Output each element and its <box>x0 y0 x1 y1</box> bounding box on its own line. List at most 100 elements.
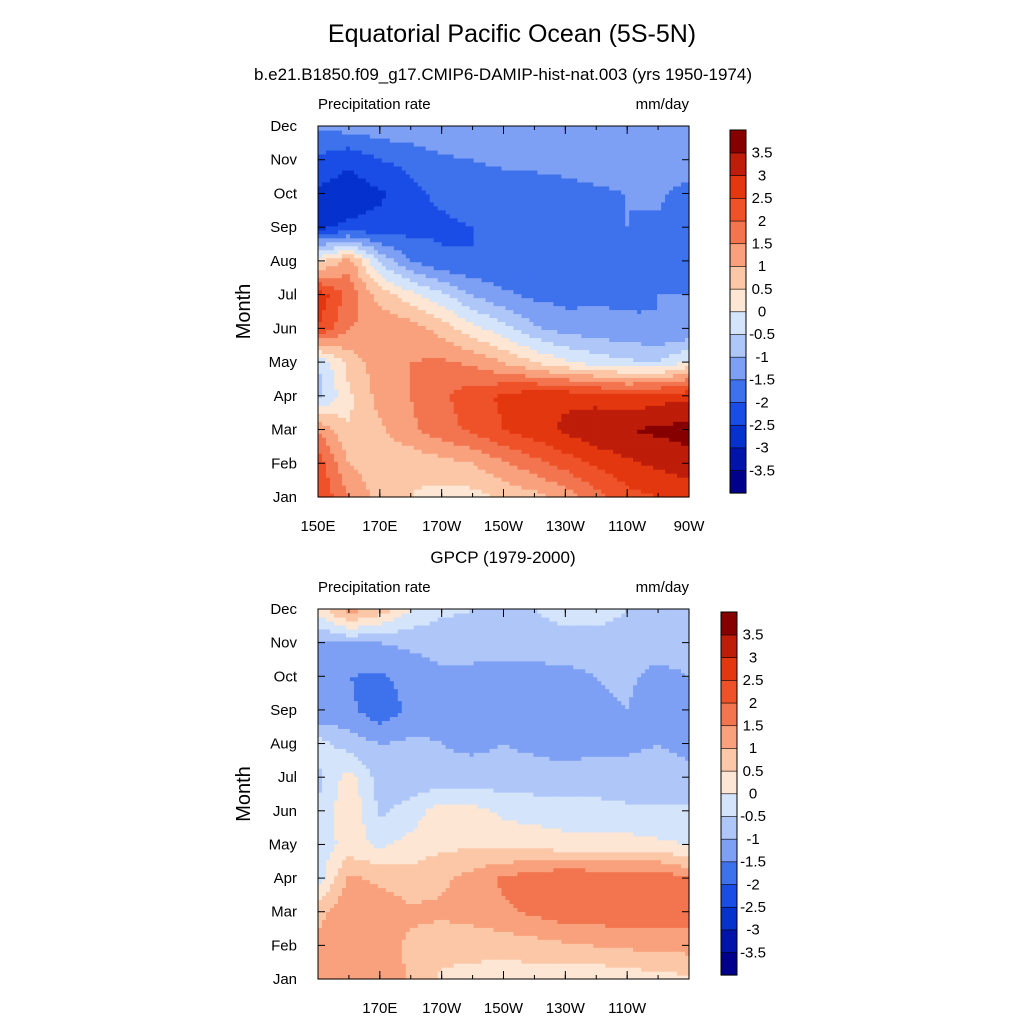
heatmap-cell <box>321 445 327 450</box>
heatmap-cell <box>337 361 343 366</box>
heatmap-cell <box>685 493 690 498</box>
heatmap-cell <box>629 445 634 450</box>
heatmap-cell <box>557 453 562 458</box>
heatmap-cell <box>509 409 515 414</box>
heatmap-cell <box>565 377 570 382</box>
heatmap-cell <box>349 413 355 418</box>
heatmap-cell <box>333 309 339 315</box>
heatmap-cell <box>321 401 327 406</box>
heatmap-cell <box>617 469 622 474</box>
heatmap-cell <box>569 441 574 446</box>
heatmap-cell <box>417 385 423 390</box>
heatmap-cell <box>545 429 550 434</box>
heatmap-cell <box>497 309 503 315</box>
heatmap-cell <box>605 421 610 426</box>
heatmap-cell <box>397 341 403 347</box>
heatmap-cell <box>509 429 515 434</box>
heatmap-cell <box>457 357 463 362</box>
heatmap-cell <box>321 329 327 335</box>
heatmap-cell <box>493 365 499 370</box>
heatmap-cell <box>501 361 507 366</box>
heatmap-cell <box>473 477 479 482</box>
heatmap-cell <box>649 433 654 438</box>
heatmap-cell <box>477 409 483 414</box>
heatmap-cell <box>605 413 610 418</box>
heatmap-cell <box>589 437 594 442</box>
heatmap-cell <box>349 405 355 410</box>
heatmap-cell <box>649 329 654 335</box>
heatmap-cell <box>517 461 523 466</box>
heatmap-cell <box>353 301 359 307</box>
heatmap-cell <box>413 469 419 474</box>
heatmap-cell <box>353 365 359 370</box>
heatmap-cell <box>609 453 614 458</box>
heatmap-cell <box>337 445 343 450</box>
heatmap-cell <box>669 285 674 291</box>
heatmap-cell <box>657 289 662 295</box>
heatmap-cell <box>521 333 527 339</box>
heatmap-cell <box>441 361 447 366</box>
heatmap-cell <box>361 441 367 446</box>
heatmap-cell <box>649 461 654 466</box>
heatmap-cell <box>393 449 399 454</box>
heatmap-cell <box>501 329 507 335</box>
heatmap-cell <box>473 449 479 454</box>
heatmap-cell <box>505 385 511 390</box>
heatmap-cell <box>585 389 590 394</box>
heatmap-cell <box>465 281 471 287</box>
heatmap-cell <box>521 317 527 323</box>
heatmap-cell <box>589 413 594 418</box>
heatmap-cell <box>553 421 558 426</box>
heatmap-cell <box>437 441 443 446</box>
heatmap-cell <box>341 421 347 426</box>
heatmap-cell <box>629 489 634 494</box>
heatmap-cell <box>417 405 423 410</box>
heatmap-cell <box>421 405 427 410</box>
heatmap-cell <box>581 349 586 354</box>
heatmap-cell <box>413 321 419 327</box>
heatmap-cell <box>421 313 427 319</box>
heatmap-cell <box>337 329 343 335</box>
heatmap-cell <box>433 409 439 414</box>
heatmap-cell <box>381 473 387 478</box>
heatmap-cell <box>385 345 391 350</box>
heatmap-cell <box>409 441 415 446</box>
heatmap-cell <box>485 465 491 470</box>
heatmap-cell <box>433 469 439 474</box>
heatmap-cell <box>685 429 690 434</box>
heatmap-cell <box>525 297 531 303</box>
heatmap-cell <box>597 433 602 438</box>
heatmap-cell <box>633 333 638 339</box>
heatmap-cell <box>421 489 427 494</box>
heatmap-cell <box>493 429 499 434</box>
heatmap-cell <box>393 289 399 295</box>
heatmap-cell <box>581 353 586 358</box>
heatmap-cell <box>677 429 682 434</box>
heatmap-cell <box>481 353 487 358</box>
heatmap-cell <box>641 401 646 406</box>
heatmap-cell <box>665 381 670 386</box>
heatmap-cell <box>357 377 363 382</box>
heatmap-cell <box>541 433 546 438</box>
heatmap-cell <box>653 425 658 430</box>
heatmap-cell <box>405 405 411 410</box>
heatmap-cell <box>629 297 634 303</box>
heatmap-cell <box>665 341 670 347</box>
heatmap-cell <box>593 313 598 319</box>
heatmap-cell <box>513 385 519 390</box>
heatmap-cell <box>333 405 339 410</box>
heatmap-cell <box>413 353 419 358</box>
heatmap-cell <box>513 349 519 354</box>
heatmap-cell <box>601 461 606 466</box>
heatmap-cell <box>589 425 594 430</box>
heatmap-cell <box>421 493 427 498</box>
heatmap-cell <box>333 421 339 426</box>
heatmap-cell <box>541 281 546 287</box>
heatmap-cell <box>541 397 546 402</box>
heatmap-cell <box>453 461 459 466</box>
heatmap-cell <box>485 353 491 358</box>
heatmap-cell <box>417 441 423 446</box>
heatmap-cell <box>545 321 550 327</box>
heatmap-cell <box>613 317 618 323</box>
heatmap-cell <box>433 357 439 362</box>
